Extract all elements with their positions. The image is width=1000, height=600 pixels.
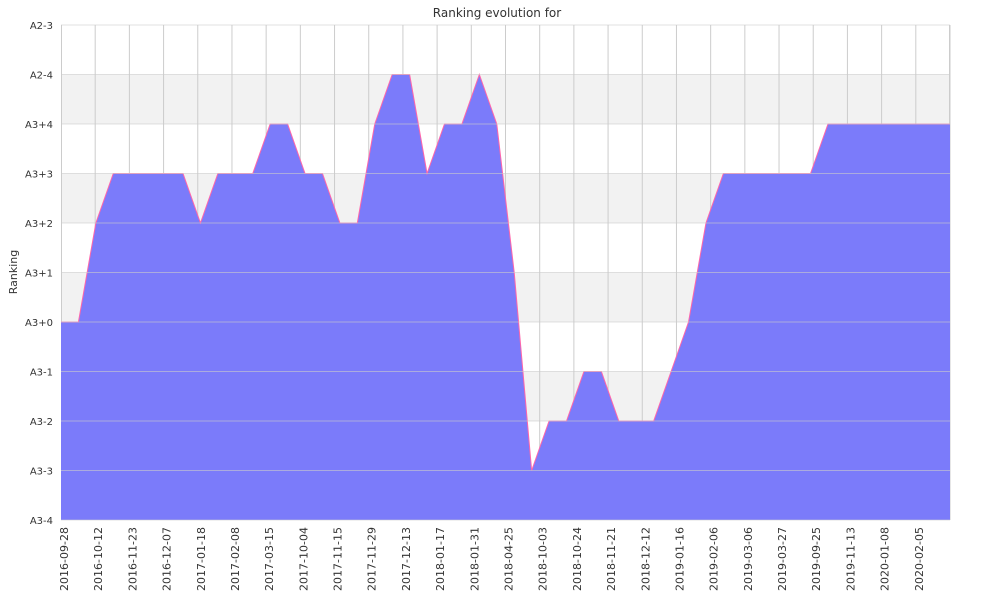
x-tick-label: 2018-04-25 [503,527,516,591]
y-tick-label: A2-4 [30,71,53,82]
x-tick-label: 2018-01-17 [434,527,447,591]
x-tick-label: 2017-03-15 [263,527,276,591]
x-tick-label: 2018-10-24 [571,527,584,591]
x-tick-label: 2018-11-21 [605,527,618,591]
y-tick-label: A3-1 [30,368,53,379]
x-tick-label: 2016-12-07 [161,527,174,591]
y-axis-label: Ranking [7,250,20,295]
x-tick-label: 2017-11-15 [332,527,345,591]
y-tick-label: A3-2 [30,417,53,428]
x-tick-label: 2016-10-12 [92,527,105,591]
x-tick-label: 2019-03-27 [776,527,789,591]
y-tick-label: A3+1 [25,269,53,280]
x-tick-label: 2017-12-13 [400,527,413,591]
y-tick-label: A3+2 [25,219,53,230]
x-tick-label: 2016-11-23 [126,527,139,591]
y-tick-label: A3+4 [25,120,53,131]
chart-title: Ranking evolution for [433,6,561,20]
series-area [61,74,950,520]
x-tick-label: 2019-03-06 [742,527,755,591]
x-tick-labels: 2016-09-28 2016-10-12 2016-11-23 2016-12-07… [58,527,926,591]
x-tick-label: 2017-01-18 [195,527,208,591]
y-tick-label: A3-4 [30,516,53,527]
x-tick-label: 2019-11-13 [844,527,857,591]
x-tick-label: 2017-11-29 [366,527,379,591]
x-tick-label: 2017-02-08 [229,527,242,591]
x-tick-label: 2018-01-31 [468,527,481,591]
x-tick-label: 2019-09-25 [810,527,823,591]
y-tick-labels: A3-4 A3-3 A3-2 A3-1 A3+0 A3+1 A3+2 A3+3 A3+4 A2-4… [25,21,53,527]
y-tick-label: A3-3 [30,467,53,478]
x-tick-label: 2016-09-28 [58,527,71,591]
y-tick-label: A3+0 [25,318,53,329]
y-tick-label: A2-3 [30,21,53,32]
horizontal-gridlines [61,24,950,521]
x-tick-label: 2020-01-08 [879,527,892,591]
x-tick-label: 2017-10-04 [297,527,310,591]
x-tick-label: 2019-02-06 [708,527,721,591]
x-tick-label: 2019-01-16 [674,527,687,591]
x-tick-label: 2020-02-05 [913,527,926,591]
x-tick-label: 2018-12-12 [639,527,652,591]
y-tick-label: A3+3 [25,170,53,181]
x-tick-label: 2018-10-03 [537,527,550,591]
